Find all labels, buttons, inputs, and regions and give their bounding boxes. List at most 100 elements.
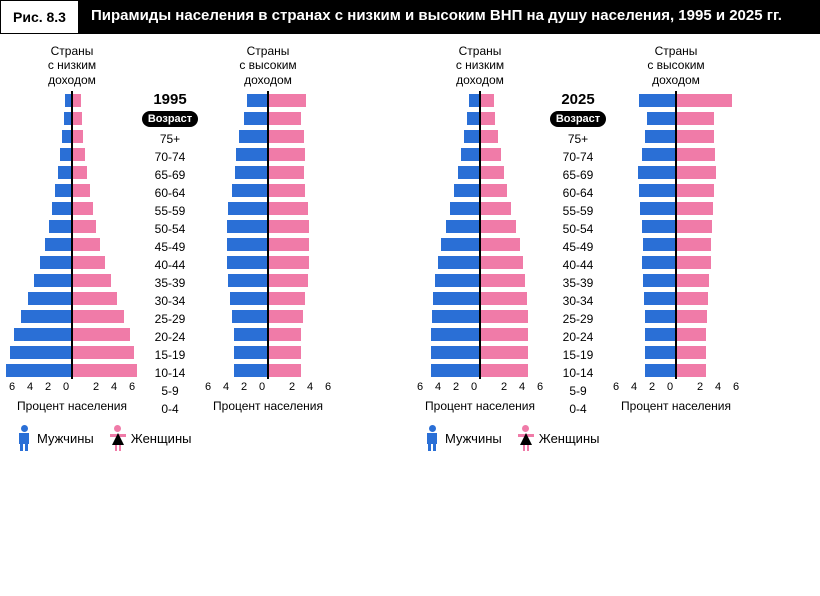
legend-female-label: Женщины: [131, 431, 192, 446]
male-bar: [643, 238, 675, 251]
age-group-label: 75+: [546, 130, 610, 148]
age-group-label: 45-49: [546, 238, 610, 256]
female-bar: [481, 256, 523, 269]
female-bar: [73, 184, 90, 197]
female-bar: [677, 148, 715, 161]
male-bar: [6, 364, 71, 377]
age-group-label: 5-9: [546, 382, 610, 400]
female-bar: [677, 112, 714, 125]
female-bar: [73, 274, 111, 287]
male-bar: [232, 184, 267, 197]
male-bar: [432, 310, 479, 323]
male-bar: [647, 112, 675, 125]
female-bar: [73, 238, 100, 251]
female-bar: [481, 184, 507, 197]
male-bar: [235, 166, 267, 179]
female-bar: [73, 310, 124, 323]
legend-male-label: Мужчины: [37, 431, 94, 446]
female-bar: [677, 310, 707, 323]
legend-female-label: Женщины: [539, 431, 600, 446]
column-header: Страныс высокимдоходом: [202, 44, 334, 91]
male-bar: [639, 184, 675, 197]
age-group-label: 70-74: [546, 148, 610, 166]
female-bar: [269, 346, 301, 359]
age-group-label: 50-54: [546, 220, 610, 238]
age-group-label: 15-19: [138, 346, 202, 364]
age-group-label: 0-4: [138, 400, 202, 418]
male-bar: [34, 274, 71, 287]
female-bar: [481, 94, 494, 107]
male-bar: [58, 166, 71, 179]
female-bar: [677, 94, 732, 107]
male-bar: [458, 166, 479, 179]
male-bar: [49, 220, 71, 233]
male-bar: [642, 256, 676, 269]
population-pyramid: 6420246Процент населения: [414, 91, 546, 421]
female-bar: [481, 112, 495, 125]
age-group-label: 75+: [138, 130, 202, 148]
female-bar: [481, 346, 528, 359]
male-bar: [638, 166, 675, 179]
age-group-label: 65-69: [138, 166, 202, 184]
age-group-label: 70-74: [138, 148, 202, 166]
age-group-label: 25-29: [138, 310, 202, 328]
age-group-label: 40-44: [546, 256, 610, 274]
population-pyramid: 6420246Процент населения: [202, 91, 334, 421]
year-label: 2025: [561, 91, 594, 108]
male-bar: [441, 238, 479, 251]
male-icon: [16, 425, 32, 451]
male-bar: [234, 346, 268, 359]
male-bar: [45, 238, 71, 251]
female-bar: [677, 238, 711, 251]
female-bar: [73, 166, 87, 179]
female-bar: [481, 238, 520, 251]
female-bar: [73, 148, 85, 161]
legend: Мужчины Женщины: [6, 421, 406, 451]
female-bar: [269, 220, 309, 233]
female-icon: [110, 425, 126, 451]
male-bar: [645, 346, 675, 359]
female-bar: [481, 274, 525, 287]
male-bar: [62, 130, 71, 143]
age-group-label: 30-34: [138, 292, 202, 310]
male-bar: [234, 364, 268, 377]
male-bar: [227, 256, 267, 269]
male-bar: [239, 130, 267, 143]
figure-label: Рис. 8.3: [0, 0, 79, 34]
age-group-label: 15-19: [546, 346, 610, 364]
female-bar: [73, 130, 83, 143]
male-bar: [10, 346, 71, 359]
column-header: Страныс высокимдоходом: [610, 44, 742, 91]
male-bar: [640, 202, 675, 215]
column-header: Страныс низкимдоходом: [6, 44, 138, 91]
male-bar: [431, 346, 479, 359]
male-bar: [64, 112, 71, 125]
male-icon: [424, 425, 440, 451]
female-bar: [677, 364, 706, 377]
female-bar: [481, 310, 528, 323]
age-group-label: 0-4: [546, 400, 610, 418]
male-bar: [431, 364, 479, 377]
age-group-label: 55-59: [546, 202, 610, 220]
age-group-label: 60-64: [546, 184, 610, 202]
male-bar: [55, 184, 71, 197]
male-bar: [230, 292, 267, 305]
female-bar: [73, 328, 130, 341]
male-bar: [645, 328, 675, 341]
male-bar: [644, 292, 675, 305]
column-header: Страныс низкимдоходом: [414, 44, 546, 91]
male-bar: [244, 112, 267, 125]
axis-caption: Процент населения: [17, 395, 127, 421]
female-bar: [269, 238, 309, 251]
year-panel: Страныс низкимдоходом Страныс высокимдохо…: [6, 44, 406, 451]
female-bar: [677, 256, 711, 269]
female-bar: [73, 256, 105, 269]
female-bar: [73, 346, 134, 359]
female-bar: [269, 94, 306, 107]
male-bar: [228, 202, 267, 215]
age-group-label: 60-64: [138, 184, 202, 202]
male-bar: [469, 94, 479, 107]
axis-caption: Процент населения: [621, 395, 731, 421]
male-bar: [232, 310, 267, 323]
male-bar: [236, 148, 267, 161]
